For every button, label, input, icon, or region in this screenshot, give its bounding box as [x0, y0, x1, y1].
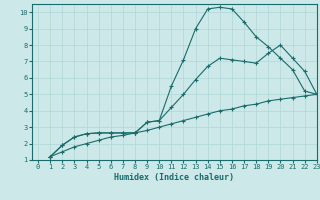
X-axis label: Humidex (Indice chaleur): Humidex (Indice chaleur)	[115, 173, 234, 182]
